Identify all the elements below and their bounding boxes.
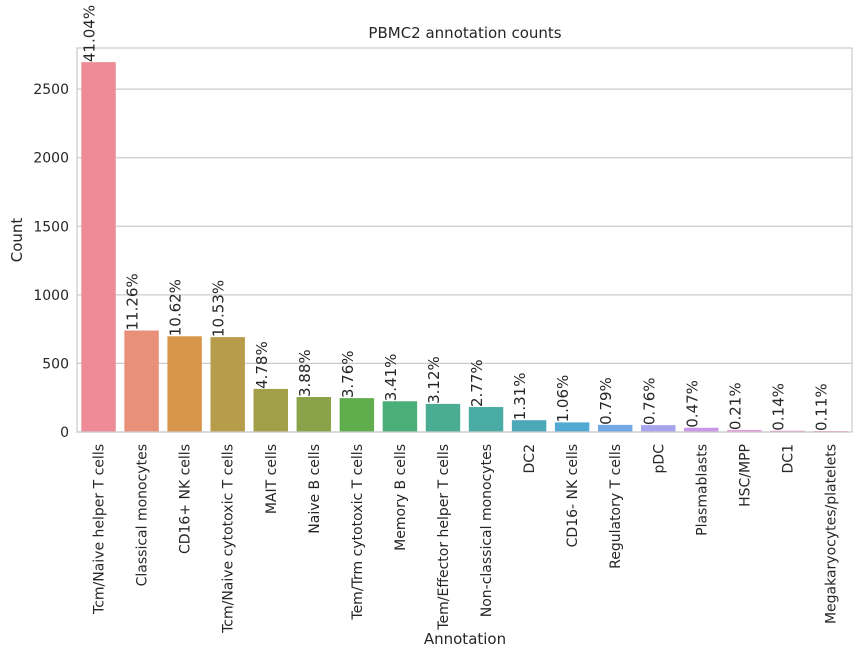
x-tick-label: Tem/Effector helper T cells — [436, 444, 452, 631]
x-tick-label: HSC/MPP — [737, 444, 753, 507]
bar — [468, 407, 504, 432]
x-tick-label: Tem/Trm cytotoxic T cells — [350, 444, 366, 621]
bar — [296, 397, 332, 432]
y-tick-label: 1500 — [33, 219, 69, 235]
data-label: 0.79% — [597, 377, 615, 425]
data-label: 3.41% — [382, 354, 400, 402]
x-tick-label: Memory B cells — [393, 444, 409, 551]
plot-frame — [76, 47, 853, 433]
x-tick-label: DC2 — [522, 444, 538, 473]
bar — [511, 420, 547, 432]
x-tick-label: DC1 — [780, 444, 796, 473]
data-label: 0.21% — [726, 382, 744, 430]
data-label: 41.04% — [81, 5, 99, 62]
x-tick-label: Regulatory T cells — [608, 444, 624, 569]
y-tick-label: 1000 — [33, 288, 69, 304]
x-axis-label: Annotation — [424, 630, 506, 648]
x-tick-label: Non-classical monocytes — [479, 444, 495, 617]
bar — [339, 398, 375, 432]
data-label: 0.47% — [683, 380, 701, 428]
x-tick-label: pDC — [651, 444, 667, 474]
y-tick-labels: 0 500 1000 1500 2000 2500 — [33, 82, 69, 441]
y-tick-label: 0 — [60, 425, 69, 441]
x-tick-labels: Tcm/Naive helper T cells Classical monocy… — [92, 444, 840, 634]
x-tick-label: Naive B cells — [307, 444, 323, 534]
y-tick-label: 500 — [42, 356, 69, 372]
x-tick-label: CD16+ NK cells — [178, 444, 194, 554]
bar — [641, 425, 676, 432]
chart-title: PBMC2 annotation counts — [368, 24, 561, 42]
data-label: 0.14% — [769, 383, 787, 431]
x-tick-label: Classical monocytes — [135, 444, 151, 586]
y-axis-label: Count — [8, 218, 26, 263]
bar — [124, 330, 159, 432]
data-label: 0.76% — [640, 377, 658, 425]
x-tick-label: MAIT cells — [264, 444, 280, 514]
bar — [554, 422, 590, 432]
y-tick-label: 2500 — [33, 82, 69, 98]
data-label: 10.62% — [167, 279, 185, 336]
x-tick-label: Megakaryocytes/platelets — [823, 444, 839, 624]
bar — [597, 424, 633, 432]
data-label: 1.31% — [511, 373, 529, 421]
data-label: 0.11% — [812, 383, 830, 431]
bar — [210, 337, 245, 432]
bar — [253, 388, 288, 432]
x-tick-label: Plasmablasts — [694, 444, 710, 536]
data-label: 3.76% — [339, 350, 357, 398]
bars — [81, 62, 848, 433]
x-tick-label: Tcm/Naive helper T cells — [92, 444, 108, 615]
data-label: 11.26% — [124, 273, 142, 330]
bar — [684, 427, 719, 432]
y-tick-label: 2000 — [33, 151, 69, 167]
data-label: 4.78% — [253, 341, 271, 389]
data-labels: 41.04% 11.26% 10.62% 10.53% 4.78% 3.88% 3.76% 3… — [81, 5, 831, 431]
data-label: 3.12% — [425, 356, 443, 404]
data-label: 2.77% — [468, 359, 486, 407]
data-label: 1.06% — [554, 375, 572, 423]
bar — [727, 430, 762, 432]
bar — [81, 62, 116, 433]
x-tick-label: CD16- NK cells — [565, 444, 581, 547]
data-label: 3.88% — [296, 349, 314, 397]
data-label: 10.53% — [210, 280, 228, 337]
bar — [167, 336, 202, 432]
x-tick-label: Tcm/Naive cytotoxic T cells — [221, 444, 237, 634]
bar — [382, 401, 418, 432]
bar — [425, 403, 461, 432]
